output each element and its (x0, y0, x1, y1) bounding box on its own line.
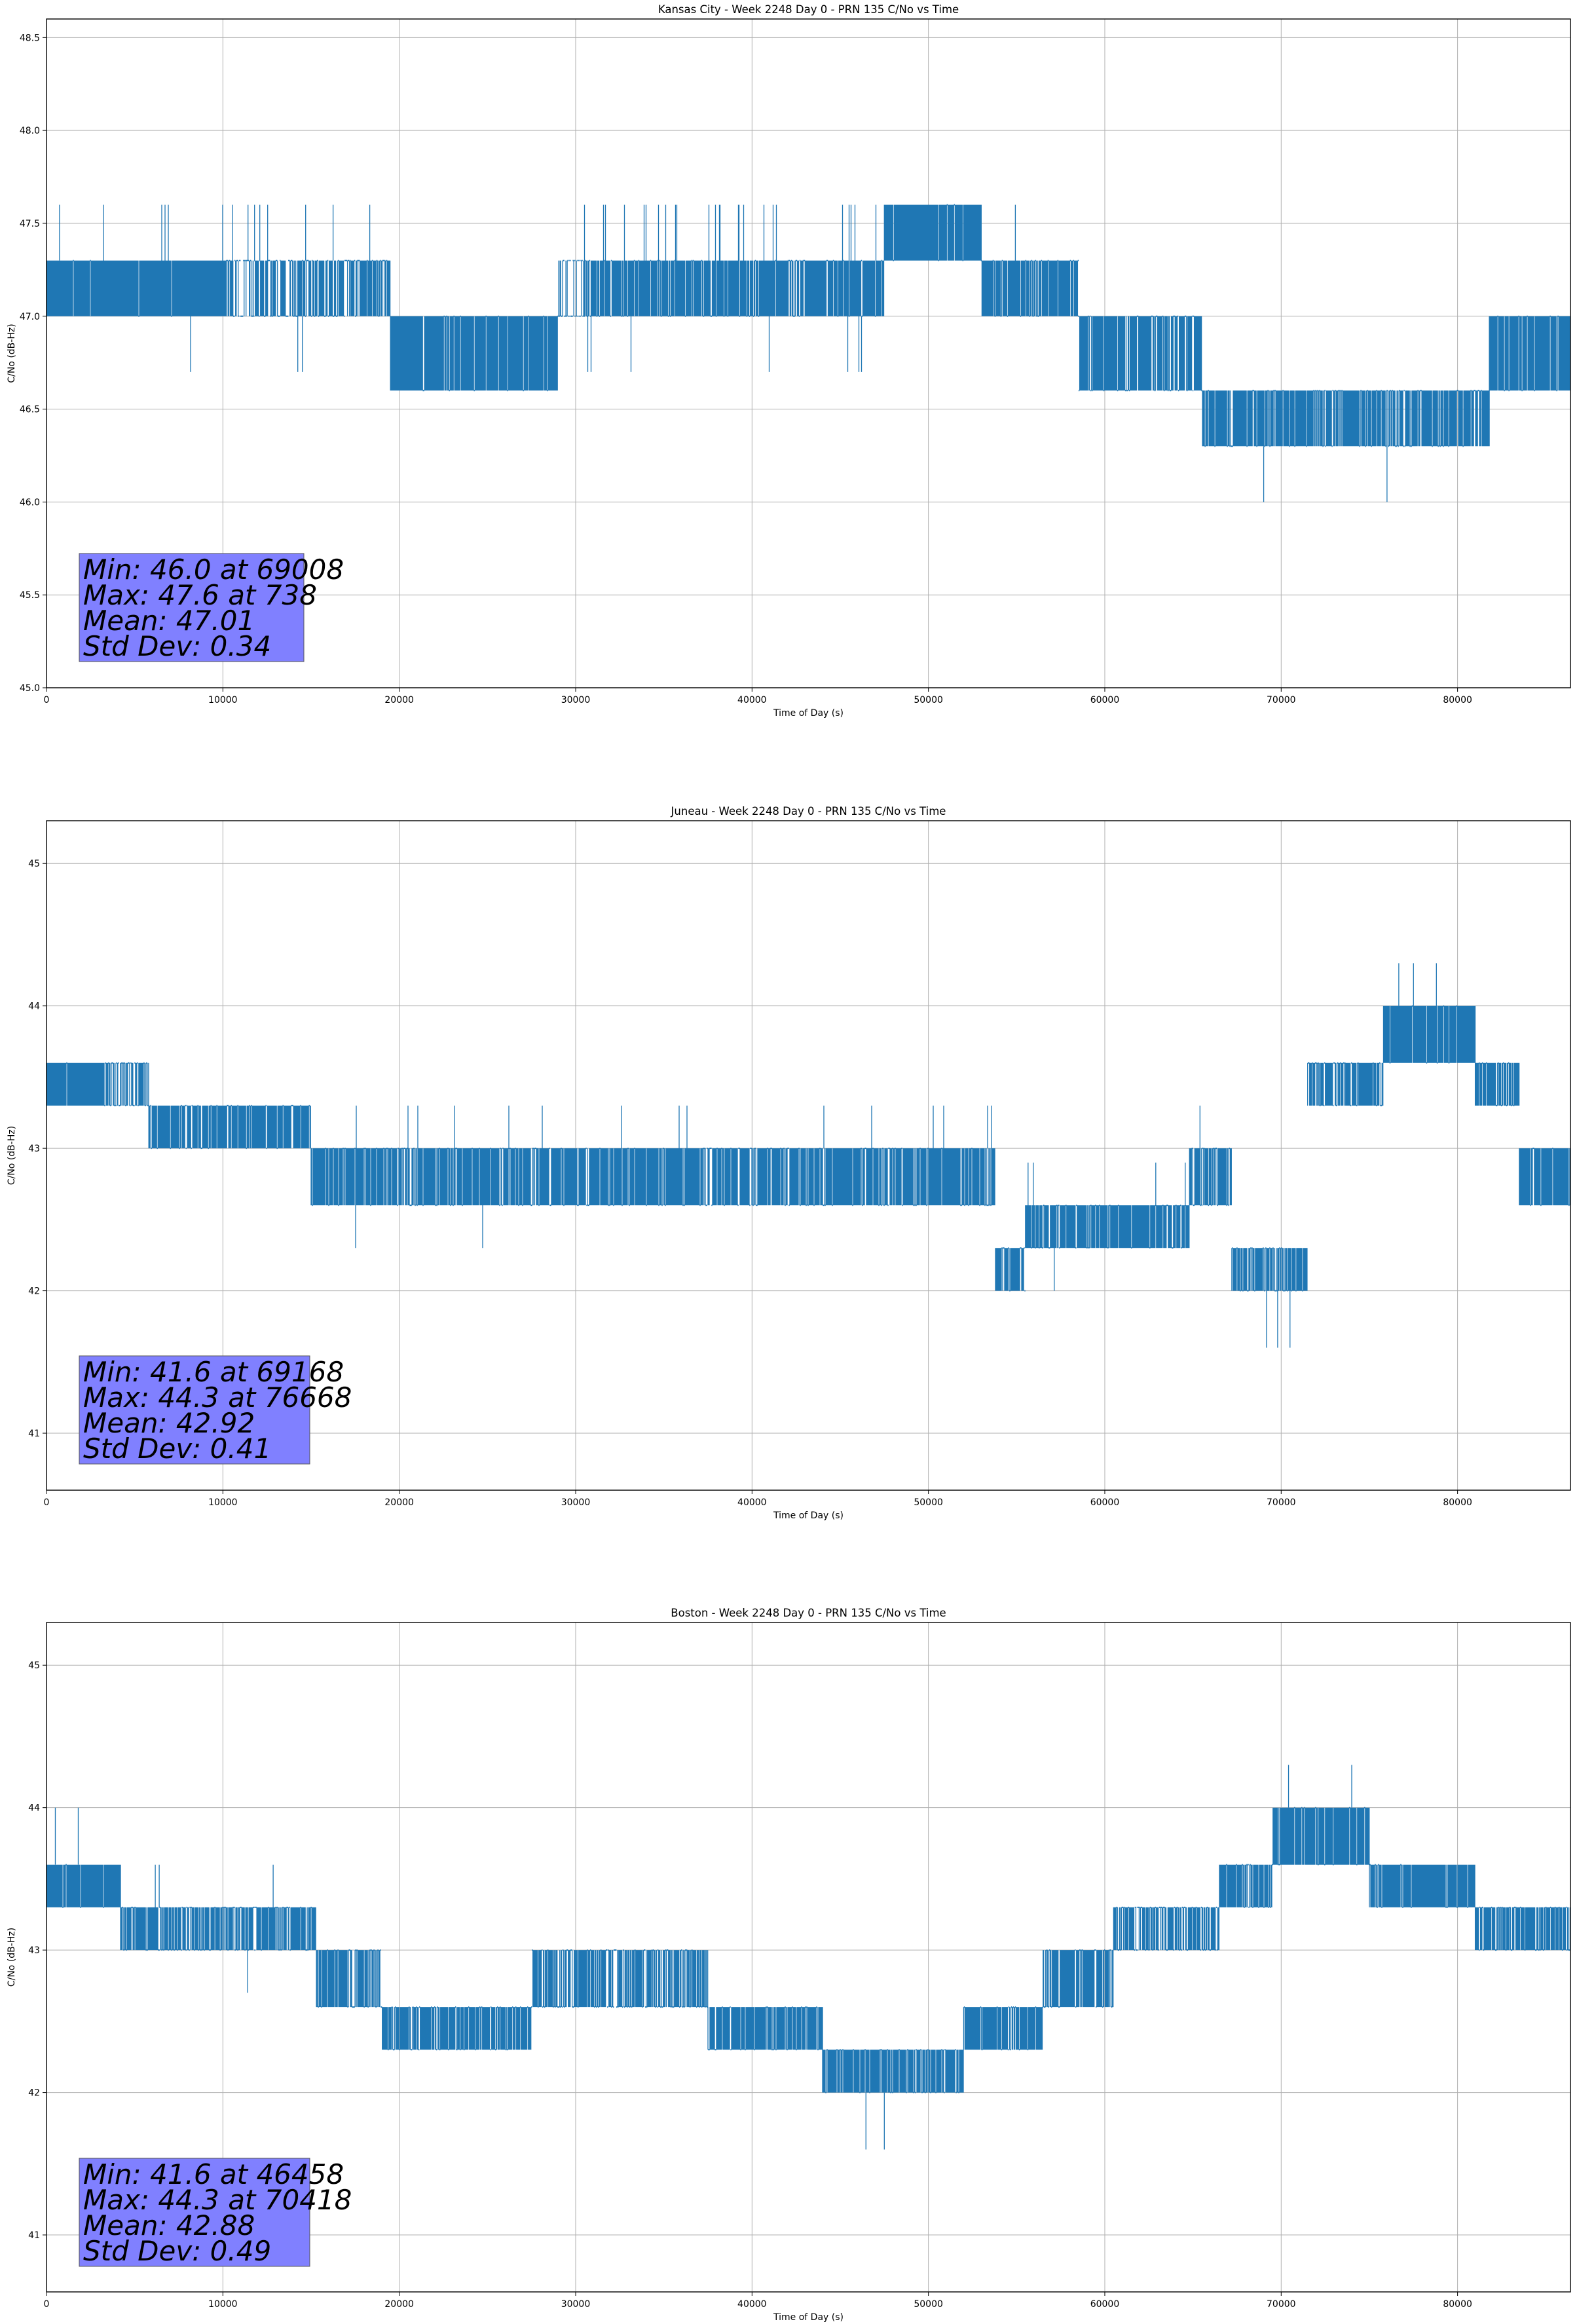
y-tick-label: 42 (28, 2088, 40, 2099)
y-tick-label: 45.0 (20, 683, 40, 694)
x-tick-label: 80000 (1443, 695, 1472, 705)
y-axis-label: C/No (dB-Hz) (7, 324, 17, 383)
stats-line: Std Dev: 0.34 (83, 630, 271, 662)
y-tick-label: 46.0 (20, 497, 40, 508)
stats-line: Max: 44.3 at 70418 (83, 2184, 352, 2216)
x-tick-label: 30000 (561, 695, 591, 705)
y-axis-label: C/No (dB-Hz) (7, 1928, 17, 1987)
x-tick-label: 40000 (737, 695, 767, 705)
x-tick-label: 60000 (1090, 695, 1120, 705)
x-tick-label: 30000 (561, 1497, 591, 1508)
y-tick-label: 48.5 (20, 33, 40, 43)
x-tick-label: 20000 (384, 1497, 414, 1508)
y-tick-label: 47.0 (20, 312, 40, 322)
stats-line: Mean: 47.01 (83, 605, 255, 637)
stats-box (79, 2158, 310, 2267)
stats-line: Min: 41.6 at 46458 (83, 2158, 344, 2190)
x-tick-label: 10000 (208, 695, 238, 705)
x-tick-label: 70000 (1267, 695, 1296, 705)
x-tick-label: 40000 (737, 2299, 767, 2310)
y-tick-label: 45 (28, 1660, 40, 1671)
plot-frame (46, 820, 1571, 1491)
stats-line: Mean: 42.88 (83, 2209, 255, 2241)
y-tick-label: 41 (28, 2230, 40, 2241)
chart-panel-2: 0 10000 20000 30000 40000 50000 60000 70000 8000… (7, 805, 1571, 1521)
stats-line: Max: 44.3 at 76668 (83, 1381, 352, 1414)
chart-panel-1: 0 10000 20000 30000 40000 50000 60000 70000 8000… (7, 3, 1571, 719)
axis-ticks: 0 10000 20000 30000 40000 50000 60000 70000 8000… (20, 33, 1472, 705)
y-tick-label: 43 (28, 1144, 40, 1154)
x-tick-label: 20000 (384, 695, 414, 705)
gridlines (46, 821, 1570, 1490)
y-tick-label: 47.5 (20, 219, 40, 229)
x-tick-label: 40000 (737, 1497, 767, 1508)
x-axis-label: Time of Day (s) (773, 708, 844, 719)
x-tick-label: 70000 (1267, 1497, 1296, 1508)
x-tick-label: 50000 (914, 2299, 943, 2310)
x-tick-label: 50000 (914, 1497, 943, 1508)
stats-line: Std Dev: 0.49 (83, 2235, 271, 2267)
x-tick-label: 70000 (1267, 2299, 1296, 2310)
y-tick-label: 45 (28, 859, 40, 869)
series-cno (46, 204, 1570, 502)
x-tick-label: 80000 (1443, 1497, 1472, 1508)
x-tick-label: 80000 (1443, 2299, 1472, 2310)
x-tick-label: 60000 (1090, 2299, 1120, 2310)
x-tick-label: 0 (44, 695, 50, 705)
axis-ticks: 0 10000 20000 30000 40000 50000 60000 70000 8000… (28, 1660, 1472, 2310)
stats-line: Min: 46.0 at 69008 (83, 553, 344, 586)
x-tick-label: 20000 (384, 2299, 414, 2310)
x-axis-label: Time of Day (s) (773, 2312, 844, 2323)
stats-box (79, 553, 305, 662)
y-tick-label: 44 (28, 1002, 40, 1012)
x-tick-label: 50000 (914, 695, 943, 705)
chart-title: Kansas City - Week 2248 Day 0 - PRN 135 … (658, 3, 959, 16)
chart-panel-3: 0 10000 20000 30000 40000 50000 60000 70000 8000… (7, 1607, 1571, 2323)
gridlines (46, 1622, 1570, 2292)
chart-title: Juneau - Week 2248 Day 0 - PRN 135 C/No … (671, 805, 946, 817)
x-tick-label: 0 (44, 2299, 50, 2310)
y-tick-label: 44 (28, 1803, 40, 1814)
axis-ticks: 0 10000 20000 30000 40000 50000 60000 70000 8000… (28, 859, 1472, 1508)
x-tick-label: 0 (44, 1497, 50, 1508)
stats-line: Std Dev: 0.41 (83, 1433, 271, 1465)
y-tick-label: 48.0 (20, 126, 40, 136)
stats-line: Min: 41.6 at 69168 (83, 1356, 344, 1388)
y-tick-label: 42 (28, 1286, 40, 1297)
y-tick-label: 41 (28, 1429, 40, 1439)
stats-box (79, 1355, 310, 1465)
y-tick-label: 45.5 (20, 590, 40, 601)
x-tick-label: 30000 (561, 2299, 591, 2310)
chart-title: Boston - Week 2248 Day 0 - PRN 135 C/No … (671, 1607, 946, 1619)
y-axis-label: C/No (dB-Hz) (7, 1126, 17, 1185)
plot-frame (46, 18, 1571, 688)
x-tick-label: 10000 (208, 1497, 238, 1508)
plot-frame (46, 1622, 1571, 2293)
y-tick-label: 46.5 (20, 405, 40, 415)
stats-line: Mean: 42.92 (83, 1407, 255, 1439)
x-tick-label: 60000 (1090, 1497, 1120, 1508)
y-tick-label: 43 (28, 1945, 40, 1956)
stats-line: Max: 47.6 at 738 (83, 579, 317, 611)
x-axis-label: Time of Day (s) (773, 1510, 844, 1521)
x-tick-label: 10000 (208, 2299, 238, 2310)
